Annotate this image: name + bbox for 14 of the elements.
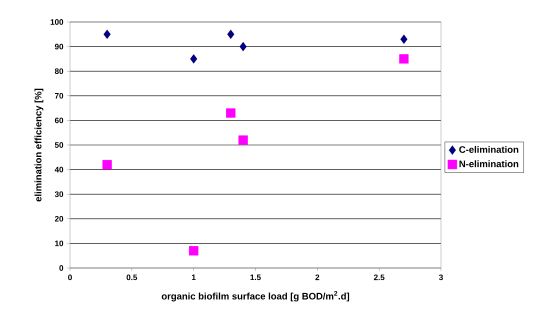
legend-label: C-elimination bbox=[459, 146, 518, 153]
point bbox=[238, 135, 248, 145]
point bbox=[190, 54, 198, 64]
point bbox=[399, 54, 409, 64]
y-axis-title: elimination efficiency [%] bbox=[34, 88, 44, 202]
point bbox=[226, 108, 236, 118]
point bbox=[240, 42, 247, 52]
legend-label: N-elimination bbox=[460, 160, 518, 168]
point bbox=[188, 246, 198, 256]
x-axis-title: organic biofilm surface load [g BOD/m$^{2}$.d] bbox=[162, 291, 350, 302]
point bbox=[227, 30, 234, 39]
point bbox=[400, 34, 408, 44]
point bbox=[104, 30, 111, 39]
point bbox=[102, 160, 112, 170]
